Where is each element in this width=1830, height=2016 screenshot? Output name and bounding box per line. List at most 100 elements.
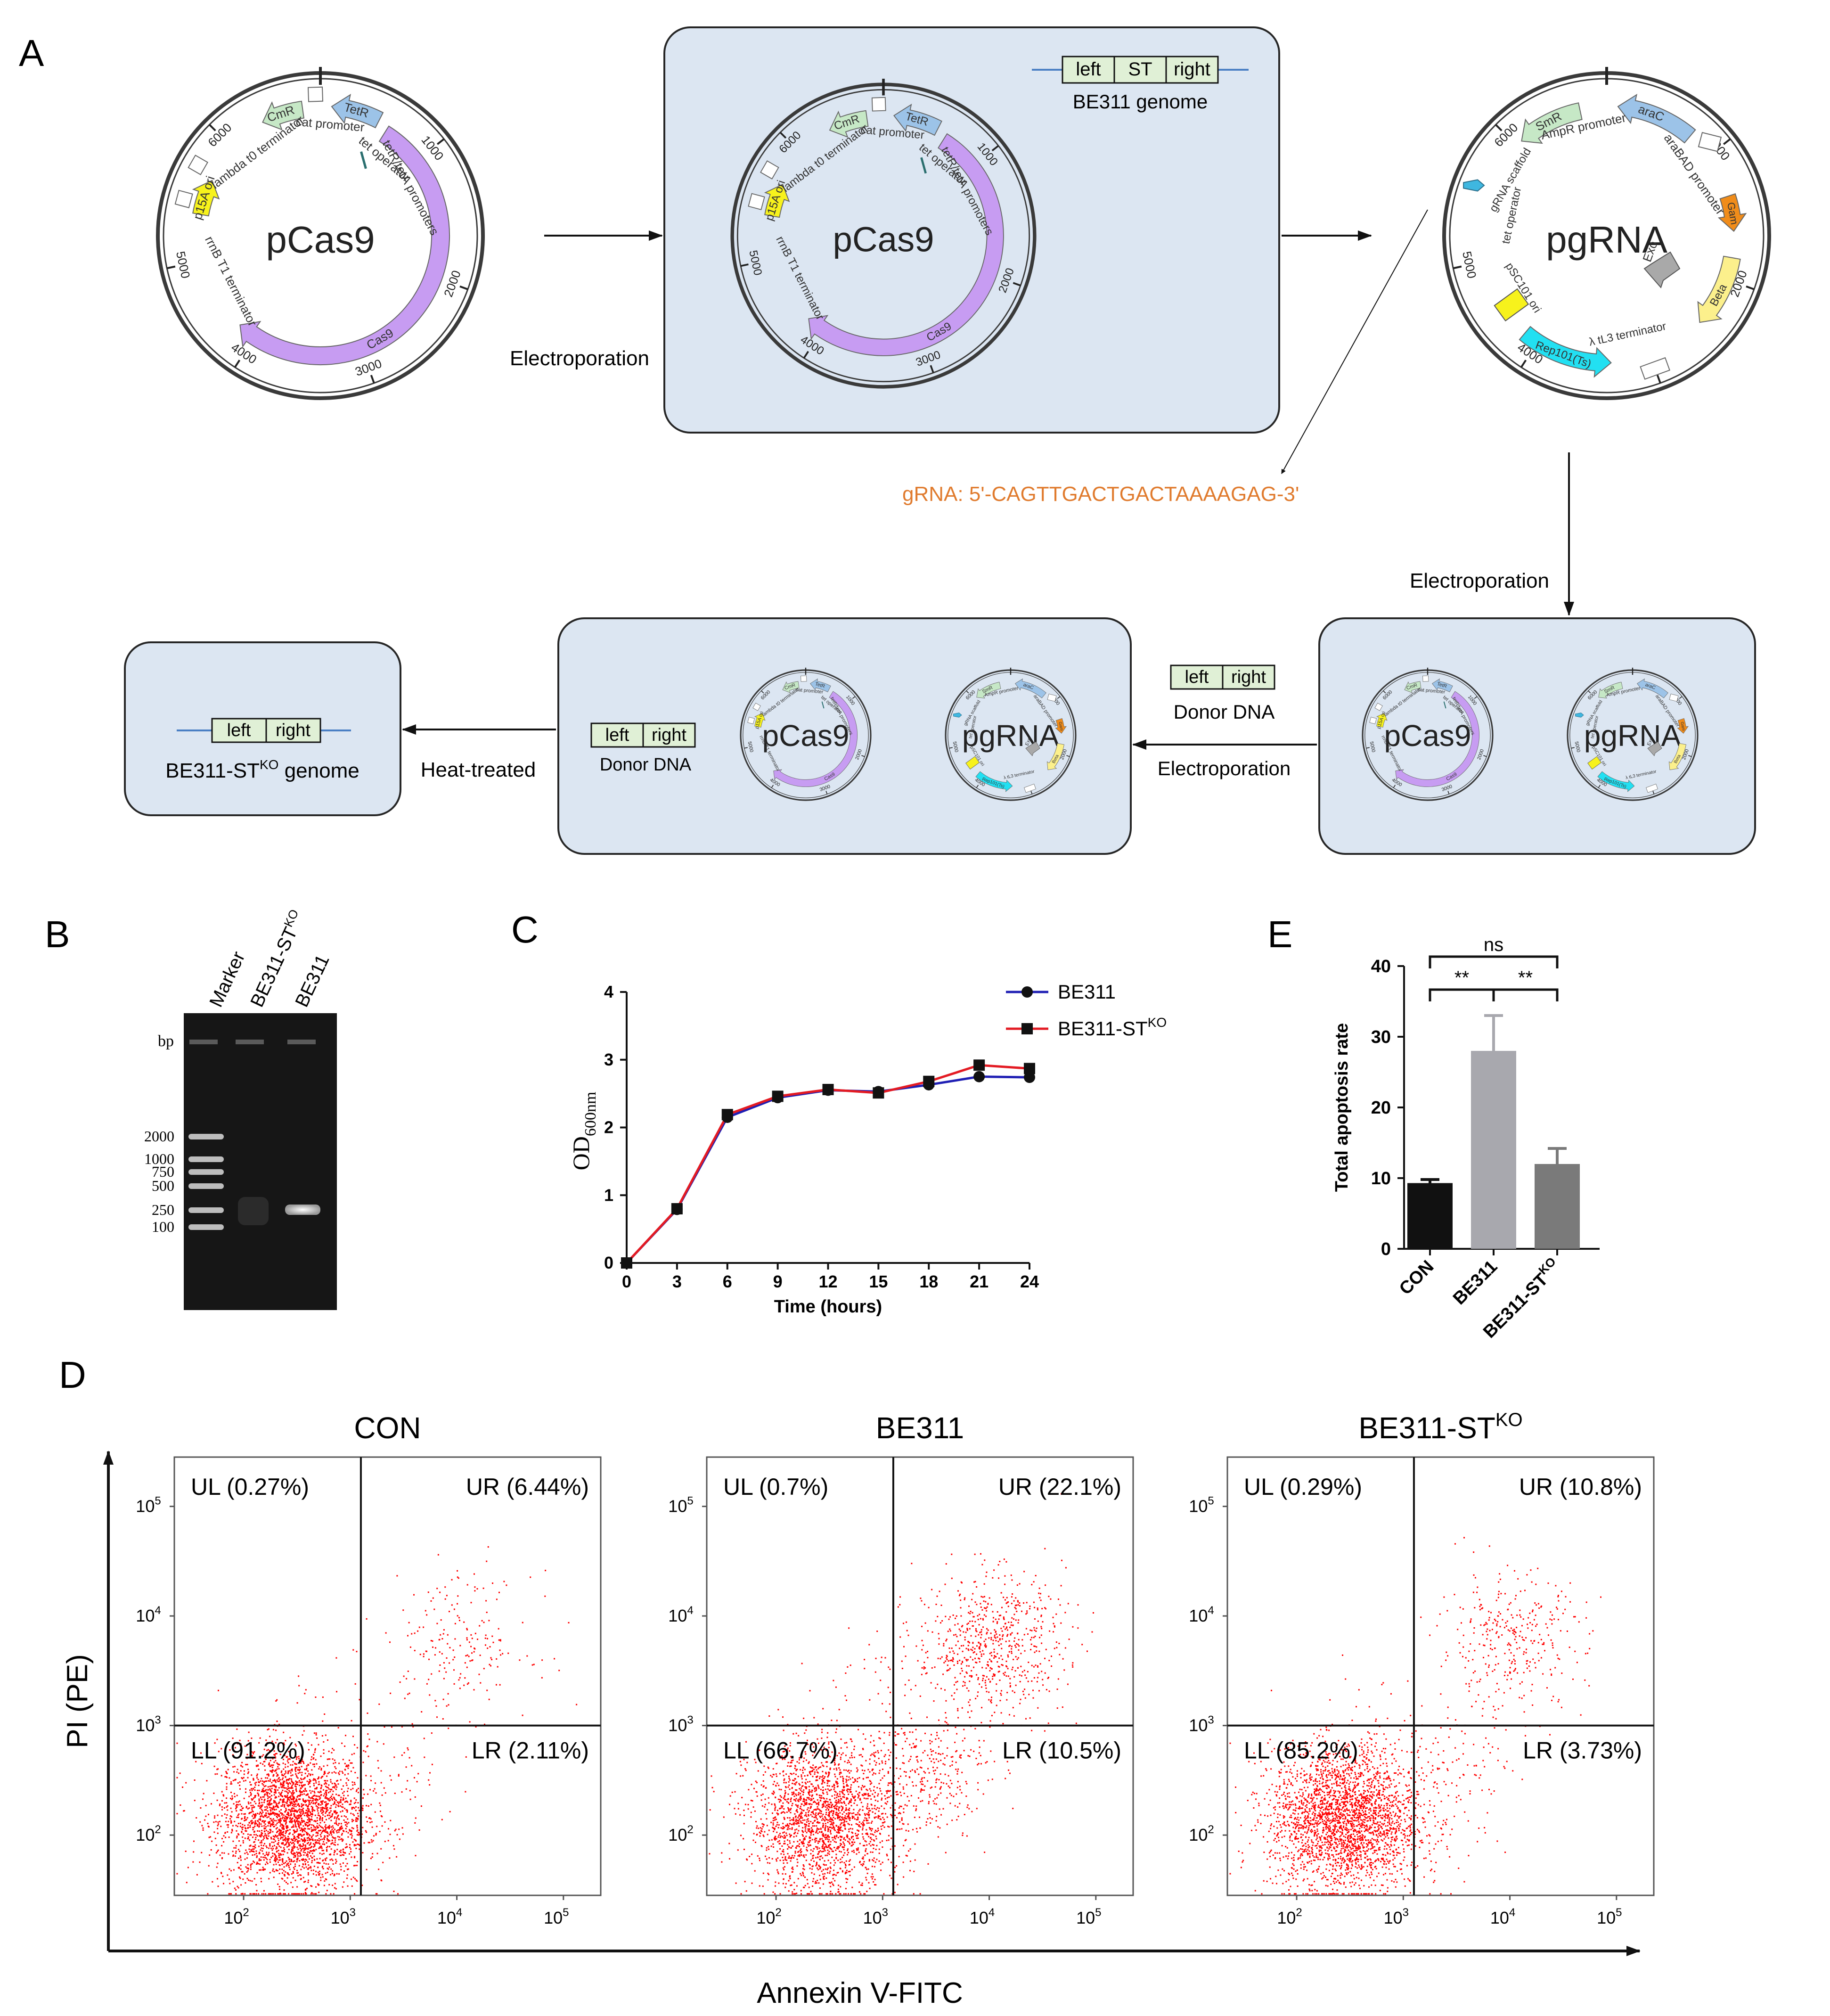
donor2-right-label: right bbox=[652, 725, 686, 745]
element-box bbox=[871, 97, 886, 112]
p15a-feature bbox=[1376, 713, 1388, 728]
grna-sequence: gRNA: 5'-CAGTTGACTGACTAAAAGAG-3' bbox=[902, 483, 1299, 506]
promoter-shape bbox=[1698, 132, 1722, 152]
flow-plot-1: UL (0.7%) UR (22.1%) LL (66.7%) LR (10.5%) B… bbox=[668, 1411, 1134, 1927]
element-box bbox=[752, 703, 761, 711]
cat-promoter-label: cat promoter bbox=[796, 688, 824, 695]
smr-feature bbox=[976, 681, 1001, 699]
category-label: CON bbox=[1396, 1257, 1438, 1299]
marker-band bbox=[188, 1156, 224, 1162]
data-point bbox=[973, 1071, 985, 1082]
x-tick-label: 103 bbox=[863, 1906, 888, 1927]
bar bbox=[1407, 1183, 1453, 1249]
tick-mark bbox=[370, 375, 375, 384]
arac-feature bbox=[1637, 678, 1668, 698]
significance-bracket bbox=[1429, 955, 1559, 968]
y-axis-label: Total apoptosis rate bbox=[1332, 1023, 1352, 1192]
flow-x-label: Annexin V-FITC bbox=[757, 1977, 963, 2009]
marker-size-label: 750 bbox=[152, 1163, 174, 1180]
flow-plot-0: UL (0.27%) UR (6.44%) LL (91.2%) LR (2.11%)… bbox=[136, 1411, 602, 1927]
gam-label: Gam bbox=[1058, 721, 1064, 731]
be311-band bbox=[285, 1205, 320, 1215]
y-tick-label: 10 bbox=[1371, 1169, 1391, 1188]
marker-size-label: 250 bbox=[152, 1201, 174, 1218]
tick-mark bbox=[1598, 785, 1601, 788]
y-tick-label: 40 bbox=[1371, 957, 1391, 976]
panel-label-e: E bbox=[1267, 913, 1292, 955]
cmr-feature bbox=[829, 110, 869, 138]
marker-size-label: 1000 bbox=[144, 1150, 174, 1167]
cas9-feature bbox=[808, 133, 1004, 356]
gam-feature bbox=[1677, 718, 1689, 734]
flow-cytometry-plots: UL (0.27%) UR (6.44%) LL (91.2%) LR (2.11%)… bbox=[136, 1410, 1655, 1927]
tick-mark bbox=[976, 785, 979, 788]
donor-right-label: right bbox=[1231, 667, 1266, 687]
lane-marker-label: Marker bbox=[205, 948, 249, 1010]
element-box bbox=[1374, 703, 1383, 711]
y-tick-label: 102 bbox=[1189, 1823, 1214, 1844]
marker-size-label: 500 bbox=[152, 1177, 174, 1194]
tick-mark bbox=[1652, 791, 1655, 795]
tick-mark bbox=[861, 755, 865, 757]
p15a-feature bbox=[754, 713, 766, 728]
construct-st-label: ST bbox=[1128, 59, 1152, 80]
x-tick-label: 12 bbox=[818, 1272, 837, 1291]
quadrant-lr-label: LR (10.5%) bbox=[1002, 1737, 1121, 1764]
y-tick-label: 1 bbox=[604, 1185, 613, 1205]
data-point bbox=[973, 1059, 985, 1071]
bar bbox=[1471, 1051, 1516, 1249]
plot-frame bbox=[173, 1456, 602, 1896]
x-tick-label: 104 bbox=[970, 1906, 995, 1927]
grna-scaffold-feature bbox=[953, 713, 962, 718]
y-tick-label: 0 bbox=[604, 1253, 613, 1272]
cat-promoter-label: cat promoter bbox=[1418, 688, 1446, 695]
tick-label: 5000 bbox=[952, 741, 959, 753]
tick-mark bbox=[1656, 375, 1661, 384]
beta-feature bbox=[1668, 743, 1686, 770]
ko-lane-smear bbox=[238, 1197, 269, 1225]
x-tick-label: 105 bbox=[544, 1906, 569, 1927]
rrnb-terminator-label: rrnB T1 terminator bbox=[202, 234, 260, 328]
rep101-feature bbox=[975, 771, 1013, 792]
step-electroporation-2: Electroporation bbox=[1410, 569, 1549, 592]
gel-well bbox=[236, 1040, 264, 1044]
x-tick-label: 104 bbox=[1490, 1906, 1515, 1927]
promoter-shape bbox=[1669, 694, 1679, 702]
data-point bbox=[772, 1090, 784, 1102]
tick-label: 5000 bbox=[1574, 741, 1581, 753]
tick-mark bbox=[803, 351, 809, 359]
quadrant-ur-label: UR (10.8%) bbox=[1519, 1474, 1642, 1500]
legend-label: BE311-STKO bbox=[1058, 1015, 1167, 1040]
tick-mark bbox=[740, 263, 749, 267]
tick-mark bbox=[825, 791, 828, 795]
marker-band bbox=[188, 1207, 224, 1213]
tick-mark bbox=[1746, 285, 1755, 290]
tick-mark bbox=[1066, 755, 1070, 757]
terminator-box bbox=[1024, 784, 1036, 793]
plasmid-name: pCas9 bbox=[1384, 719, 1471, 753]
tick-mark bbox=[771, 785, 774, 788]
tick-mark bbox=[1679, 696, 1683, 699]
tick-mark bbox=[1383, 690, 1386, 694]
y-tick-label: 20 bbox=[1371, 1098, 1391, 1118]
y-tick-label: 3 bbox=[604, 1050, 613, 1069]
bp-label: bp bbox=[158, 1033, 174, 1050]
ko-genome-label: BE311-STKO genome bbox=[165, 757, 359, 782]
x-tick-label: 15 bbox=[869, 1272, 888, 1291]
tick-label: 5000 bbox=[173, 250, 193, 280]
tick-label: 5000 bbox=[747, 741, 754, 753]
grna-pointer bbox=[1281, 209, 1428, 474]
quadrant-ll-label: LL (66.7%) bbox=[723, 1737, 838, 1764]
quadrant-lr-label: LR (2.11%) bbox=[472, 1737, 589, 1764]
x-tick-label: 9 bbox=[773, 1272, 783, 1291]
genome-label: BE311 genome bbox=[1073, 90, 1208, 113]
y-tick-label: 30 bbox=[1371, 1027, 1391, 1047]
tick-mark bbox=[779, 131, 787, 139]
tick-mark bbox=[459, 285, 468, 290]
tick-mark bbox=[949, 747, 953, 749]
y-tick-label: 102 bbox=[668, 1823, 693, 1844]
gam-feature bbox=[1055, 718, 1067, 734]
marker-band bbox=[188, 1169, 224, 1175]
quadrant-ll-label: LL (85.2%) bbox=[1244, 1737, 1358, 1764]
